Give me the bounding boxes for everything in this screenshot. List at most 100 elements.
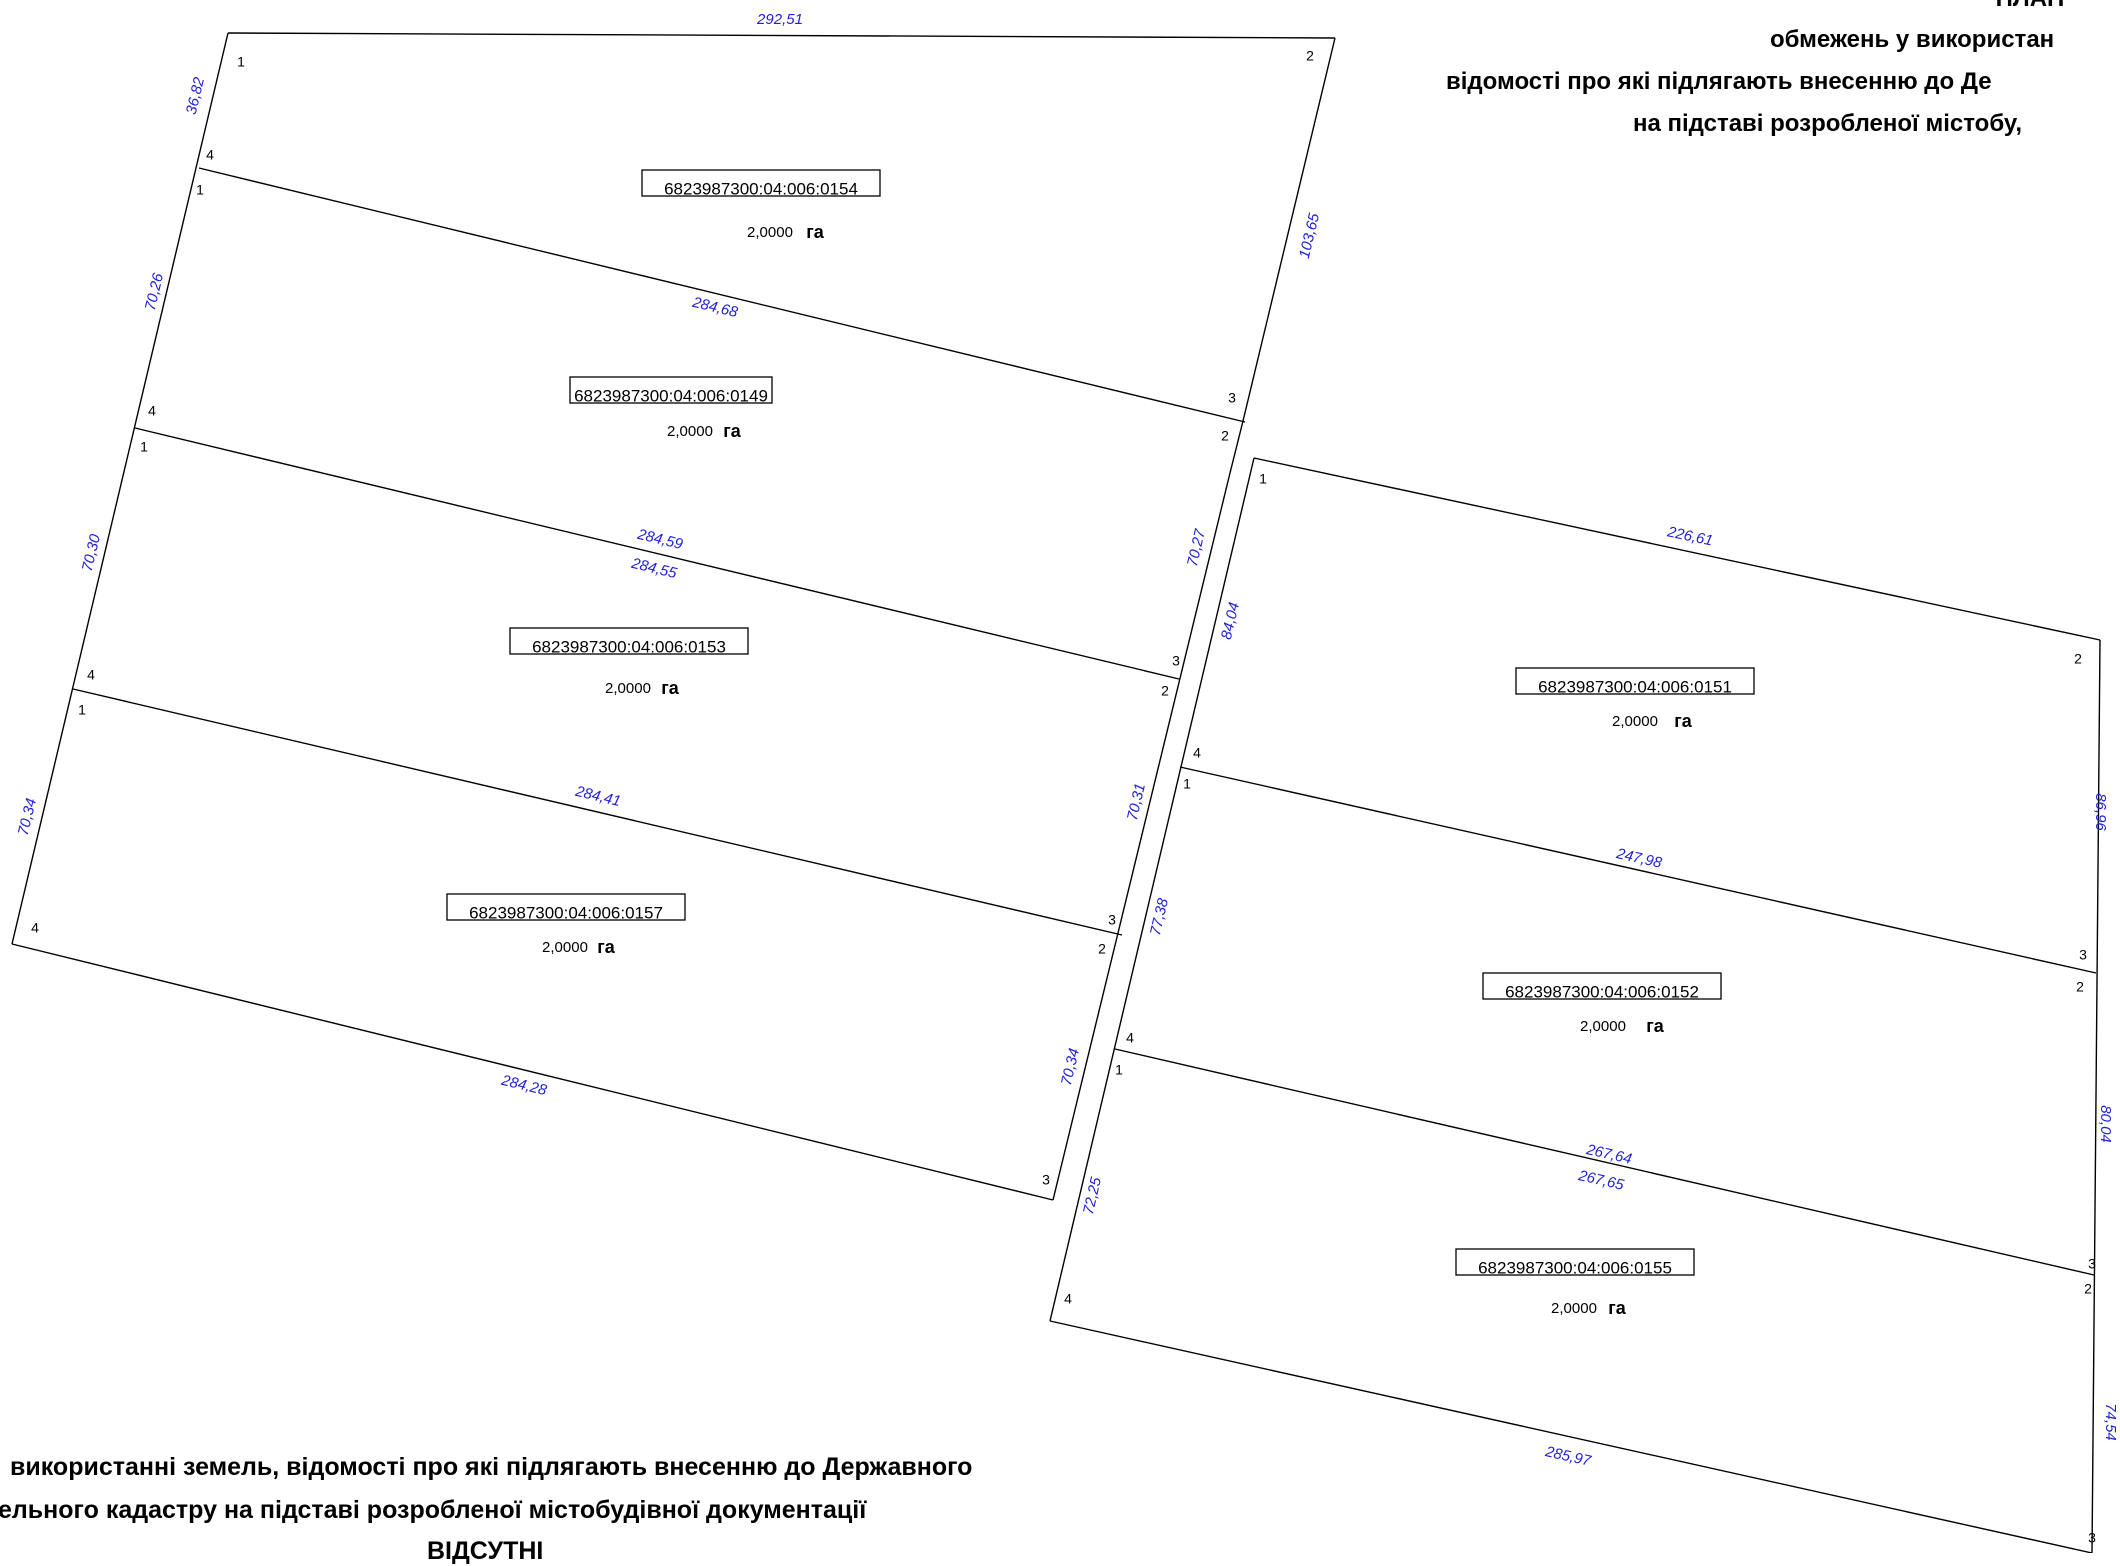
plan-subtitle-line-2: відомості про які підлягають внесенню до… <box>1446 68 1992 95</box>
segment-length-label: 284,28 <box>499 1072 549 1100</box>
plan-title: ПЛАН <box>1960 0 2100 14</box>
parcel-area-unit: га <box>597 937 615 957</box>
vertex-number-label: 2 <box>2084 1281 2092 1297</box>
parcel-number-box <box>446 893 686 921</box>
segment-length-label: 70,34 <box>1058 1047 1083 1087</box>
segment-length-label: 103,65 <box>1296 211 1323 260</box>
boundary-line <box>1229 420 1244 474</box>
footer-line-3: ВІДСУТНІ <box>427 1537 544 1565</box>
vertex-number-label: 4 <box>31 920 39 936</box>
parcel-number-box <box>1482 972 1722 1000</box>
segment-length-label: 70,27 <box>1184 527 1209 568</box>
boundary-line <box>1049 457 1255 1322</box>
segment-length-label: 36,82 <box>183 75 208 116</box>
parcel-number-box <box>641 169 881 197</box>
segment-length-label: 70,31 <box>1124 782 1149 822</box>
segment-length-label: 284,55 <box>629 555 679 583</box>
parcel-cadastral-number: 6823987300:04:006:0152 <box>1505 982 1699 1001</box>
vertex-number-label: 2 <box>1306 48 1314 64</box>
boundary-line <box>1242 37 1336 422</box>
boundary-line <box>1179 766 2097 974</box>
parcel-area: 2,0000 <box>667 423 713 440</box>
parcel-cadastral-number: 6823987300:04:006:0155 <box>1478 1258 1672 1277</box>
segment-length-label: 80,04 <box>2097 1105 2114 1143</box>
plan-subtitle-line-1: обмежень у використан <box>1770 26 2055 53</box>
parcel-cadastral-number: 6823987300:04:006:0154 <box>664 179 858 198</box>
vertex-number-label: 4 <box>206 147 214 163</box>
parcel-cadastral-number: 6823987300:04:006:0149 <box>574 386 768 405</box>
vertex-number-label: 4 <box>1064 1291 1072 1307</box>
parcel-area: 2,0000 <box>1612 713 1658 730</box>
vertex-number-label: 1 <box>78 702 86 718</box>
boundary-line <box>134 427 1180 680</box>
segment-length-label: 226,61 <box>1665 523 1714 549</box>
vertex-number-label: 1 <box>1115 1062 1123 1078</box>
boundary-line <box>11 943 1054 1201</box>
segment-length-label: 70,34 <box>15 797 40 837</box>
vertex-number-label: 2 <box>1161 683 1169 699</box>
label-boxes <box>446 169 1755 1276</box>
segment-length-label: 247,98 <box>1614 845 1664 872</box>
parcel-cadastral-number: 6823987300:04:006:0157 <box>469 903 663 922</box>
parcel-area: 2,0000 <box>747 224 793 241</box>
parcel-area: 2,0000 <box>1580 1018 1626 1035</box>
vertex-number-label: 2 <box>1098 941 1106 957</box>
boundary-lines <box>11 32 2101 1553</box>
parcel-area-unit: га <box>723 421 741 441</box>
vertex-number-label: 3 <box>1228 390 1236 406</box>
boundary-line <box>1253 457 2101 641</box>
parcel-area: 2,0000 <box>542 939 588 956</box>
vertex-number-label: 3 <box>1172 653 1180 669</box>
parcel-number-box <box>1455 1248 1695 1276</box>
segment-length-label: 284,59 <box>635 526 685 554</box>
vertex-number-label: 4 <box>1126 1030 1134 1046</box>
parcel-area-unit: га <box>1608 1298 1626 1318</box>
parcel-number-box <box>569 376 773 404</box>
segment-length-label: 86,96 <box>2092 793 2109 831</box>
text-layer: 6823987300:04:006:0154 2,0000 га 6823987300… <box>15 11 2119 1546</box>
vertex-number-label: 3 <box>2088 1256 2096 1272</box>
vertex-number-label: 4 <box>1193 745 1201 761</box>
boundary-line <box>198 167 1246 423</box>
boundary-line <box>72 688 1123 936</box>
vertex-number-label: 1 <box>140 439 148 455</box>
vertex-number-label: 3 <box>2079 947 2087 963</box>
boundary-line <box>227 32 1336 39</box>
segment-length-label: 84,04 <box>1218 601 1243 641</box>
vertex-number-label: 1 <box>1183 776 1191 792</box>
footer-line-1: використанні земель, відомості про які п… <box>10 1453 973 1481</box>
vertex-number-label: 1 <box>1259 471 1267 487</box>
vertex-number-label: 1 <box>237 54 245 70</box>
boundary-line <box>11 32 229 945</box>
parcel-number-box <box>1515 667 1755 695</box>
footer-line-2: ельного кадастру на підставі розробленої… <box>0 1496 867 1524</box>
parcel-area-unit: га <box>1646 1016 1664 1036</box>
boundary-line <box>1049 1320 2093 1553</box>
boundary-line <box>2091 639 2101 1553</box>
parcel-area: 2,0000 <box>605 680 651 697</box>
vertex-number-label: 1 <box>196 182 204 198</box>
vertex-number-label: 3 <box>1108 912 1116 928</box>
segment-length-label: 284,41 <box>573 783 623 811</box>
segment-length-label: 74,54 <box>2102 1403 2119 1441</box>
vertex-number-label: 3 <box>2088 1530 2096 1546</box>
vertex-number-label: 4 <box>148 403 156 419</box>
parcel-area-unit: га <box>661 678 679 698</box>
vertex-number-label: 3 <box>1042 1172 1050 1188</box>
segment-length-label: 267,64 <box>1584 1141 1633 1168</box>
boundary-line <box>1114 1048 2095 1276</box>
parcel-number-box <box>509 627 749 655</box>
parcel-cadastral-number: 6823987300:04:006:0151 <box>1538 677 1732 696</box>
segment-length-label: 285,97 <box>1543 1443 1593 1470</box>
vertex-number-label: 2 <box>2076 979 2084 995</box>
plan-subtitle-line-3: на підставі розробленої містобу, <box>1633 110 2023 137</box>
parcel-area-unit: га <box>1674 711 1692 731</box>
segment-length-label: 70,30 <box>79 532 104 573</box>
vertex-number-label: 4 <box>87 667 95 683</box>
vertex-number-label: 2 <box>1221 428 1229 444</box>
parcel-area-unit: га <box>806 222 824 242</box>
segment-length-label: 267,65 <box>1576 1167 1626 1194</box>
parcel-cadastral-number: 6823987300:04:006:0153 <box>532 637 726 656</box>
segment-length-label: 292,51 <box>756 11 803 28</box>
